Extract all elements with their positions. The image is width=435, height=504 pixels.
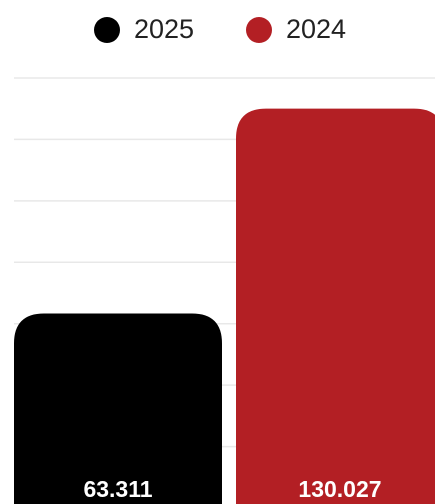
value-label: 130.027: [298, 476, 381, 502]
legend-marker: [94, 17, 120, 43]
bar: [14, 313, 222, 504]
legend-label: 2024: [286, 14, 346, 44]
legend-label: 2025: [134, 14, 194, 44]
value-label: 63.311: [83, 476, 152, 502]
legend-marker: [246, 17, 272, 43]
bar: [236, 108, 435, 504]
